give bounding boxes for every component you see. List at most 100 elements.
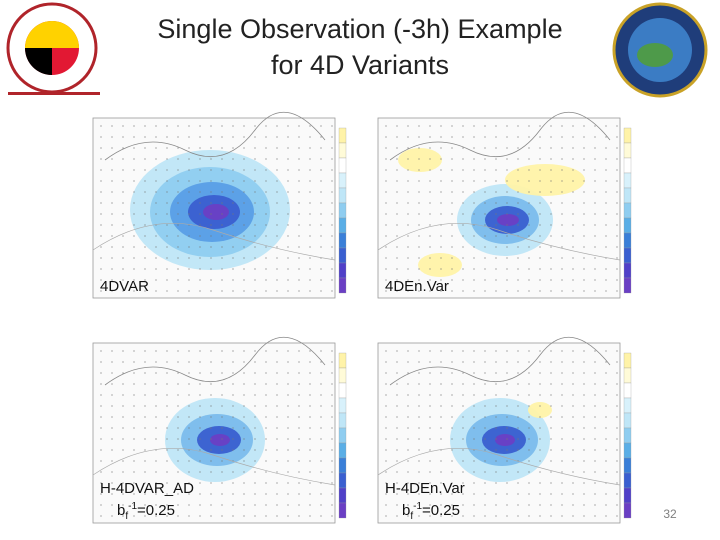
wind-vector [583, 504, 585, 506]
wind-vector [484, 290, 486, 292]
wind-vector [594, 460, 596, 462]
wind-vector [210, 394, 212, 396]
wind-vector [122, 235, 124, 237]
wind-vector [528, 361, 530, 363]
wind-vector [320, 427, 322, 429]
wind-vector [594, 213, 596, 215]
wind-vector [594, 180, 596, 182]
wind-vector [133, 361, 135, 363]
wind-vector [221, 416, 223, 418]
wind-vector [309, 493, 311, 495]
wind-vector [177, 372, 179, 374]
wind-vector [265, 482, 267, 484]
wind-vector [594, 136, 596, 138]
wind-vector [451, 246, 453, 248]
wind-vector [144, 257, 146, 259]
wind-vector [155, 372, 157, 374]
wind-vector [385, 482, 387, 484]
wind-vector [429, 449, 431, 451]
wind-vector [265, 202, 267, 204]
wind-vector [122, 191, 124, 193]
wind-vector [298, 147, 300, 149]
wind-vector [506, 471, 508, 473]
wind-vector [418, 136, 420, 138]
wind-vector [100, 394, 102, 396]
wind-vector [166, 169, 168, 171]
wind-vector [473, 493, 475, 495]
wind-vector [484, 246, 486, 248]
wind-vector [594, 202, 596, 204]
wind-vector [539, 169, 541, 171]
wind-vector [298, 383, 300, 385]
wind-vector [605, 460, 607, 462]
wind-vector [243, 471, 245, 473]
wind-vector [287, 449, 289, 451]
wind-vector [177, 147, 179, 149]
wind-vector [561, 416, 563, 418]
wind-vector [517, 416, 519, 418]
wind-vector [495, 202, 497, 204]
wind-vector [473, 202, 475, 204]
wind-vector [133, 180, 135, 182]
wind-vector [100, 202, 102, 204]
wind-vector [594, 449, 596, 451]
wind-vector [320, 449, 322, 451]
wind-vector [616, 361, 618, 363]
wind-vector [254, 224, 256, 226]
colorbar-cell [338, 367, 347, 384]
wind-vector [188, 416, 190, 418]
wind-vector [385, 191, 387, 193]
field-contour [505, 164, 585, 196]
wind-vector [221, 438, 223, 440]
wind-vector [495, 213, 497, 215]
wind-vector [561, 246, 563, 248]
wind-vector [517, 372, 519, 374]
wind-vector [276, 246, 278, 248]
wind-vector [133, 416, 135, 418]
wind-vector [287, 125, 289, 127]
wind-vector [111, 257, 113, 259]
wind-vector [111, 213, 113, 215]
note-part: =0.25 [422, 502, 460, 519]
coastline [389, 112, 611, 161]
wind-vector [188, 136, 190, 138]
wind-vector [320, 125, 322, 127]
wind-vector [155, 191, 157, 193]
wind-vector [385, 169, 387, 171]
wind-vector [133, 427, 135, 429]
wind-vector [396, 191, 398, 193]
wind-vector [539, 515, 541, 517]
wind-vector [276, 213, 278, 215]
isobar [377, 222, 621, 261]
wind-vector [188, 268, 190, 270]
wind-vector [177, 482, 179, 484]
wind-vector [583, 460, 585, 462]
wind-vector [276, 394, 278, 396]
wind-vector [287, 493, 289, 495]
wind-vector [320, 383, 322, 385]
wind-vector [177, 235, 179, 237]
wind-vector [199, 471, 201, 473]
wind-vector [462, 202, 464, 204]
wind-vector [407, 136, 409, 138]
wind-vector [177, 427, 179, 429]
wind-vector [440, 147, 442, 149]
wind-vector [396, 279, 398, 281]
colorbar-cell [338, 487, 347, 504]
wind-vector [539, 438, 541, 440]
wind-vector [100, 383, 102, 385]
wind-vector [594, 235, 596, 237]
wind-vector [484, 372, 486, 374]
wind-vector [100, 290, 102, 292]
wind-vector [122, 268, 124, 270]
colorbar-cell [623, 172, 632, 189]
wind-vector [287, 394, 289, 396]
wind-vector [177, 394, 179, 396]
wind-vector [287, 147, 289, 149]
colorbar-cell [338, 202, 347, 219]
wind-vector [462, 290, 464, 292]
wind-vector [166, 191, 168, 193]
wind-vector [473, 427, 475, 429]
wind-vector [594, 147, 596, 149]
wind-vector [287, 202, 289, 204]
